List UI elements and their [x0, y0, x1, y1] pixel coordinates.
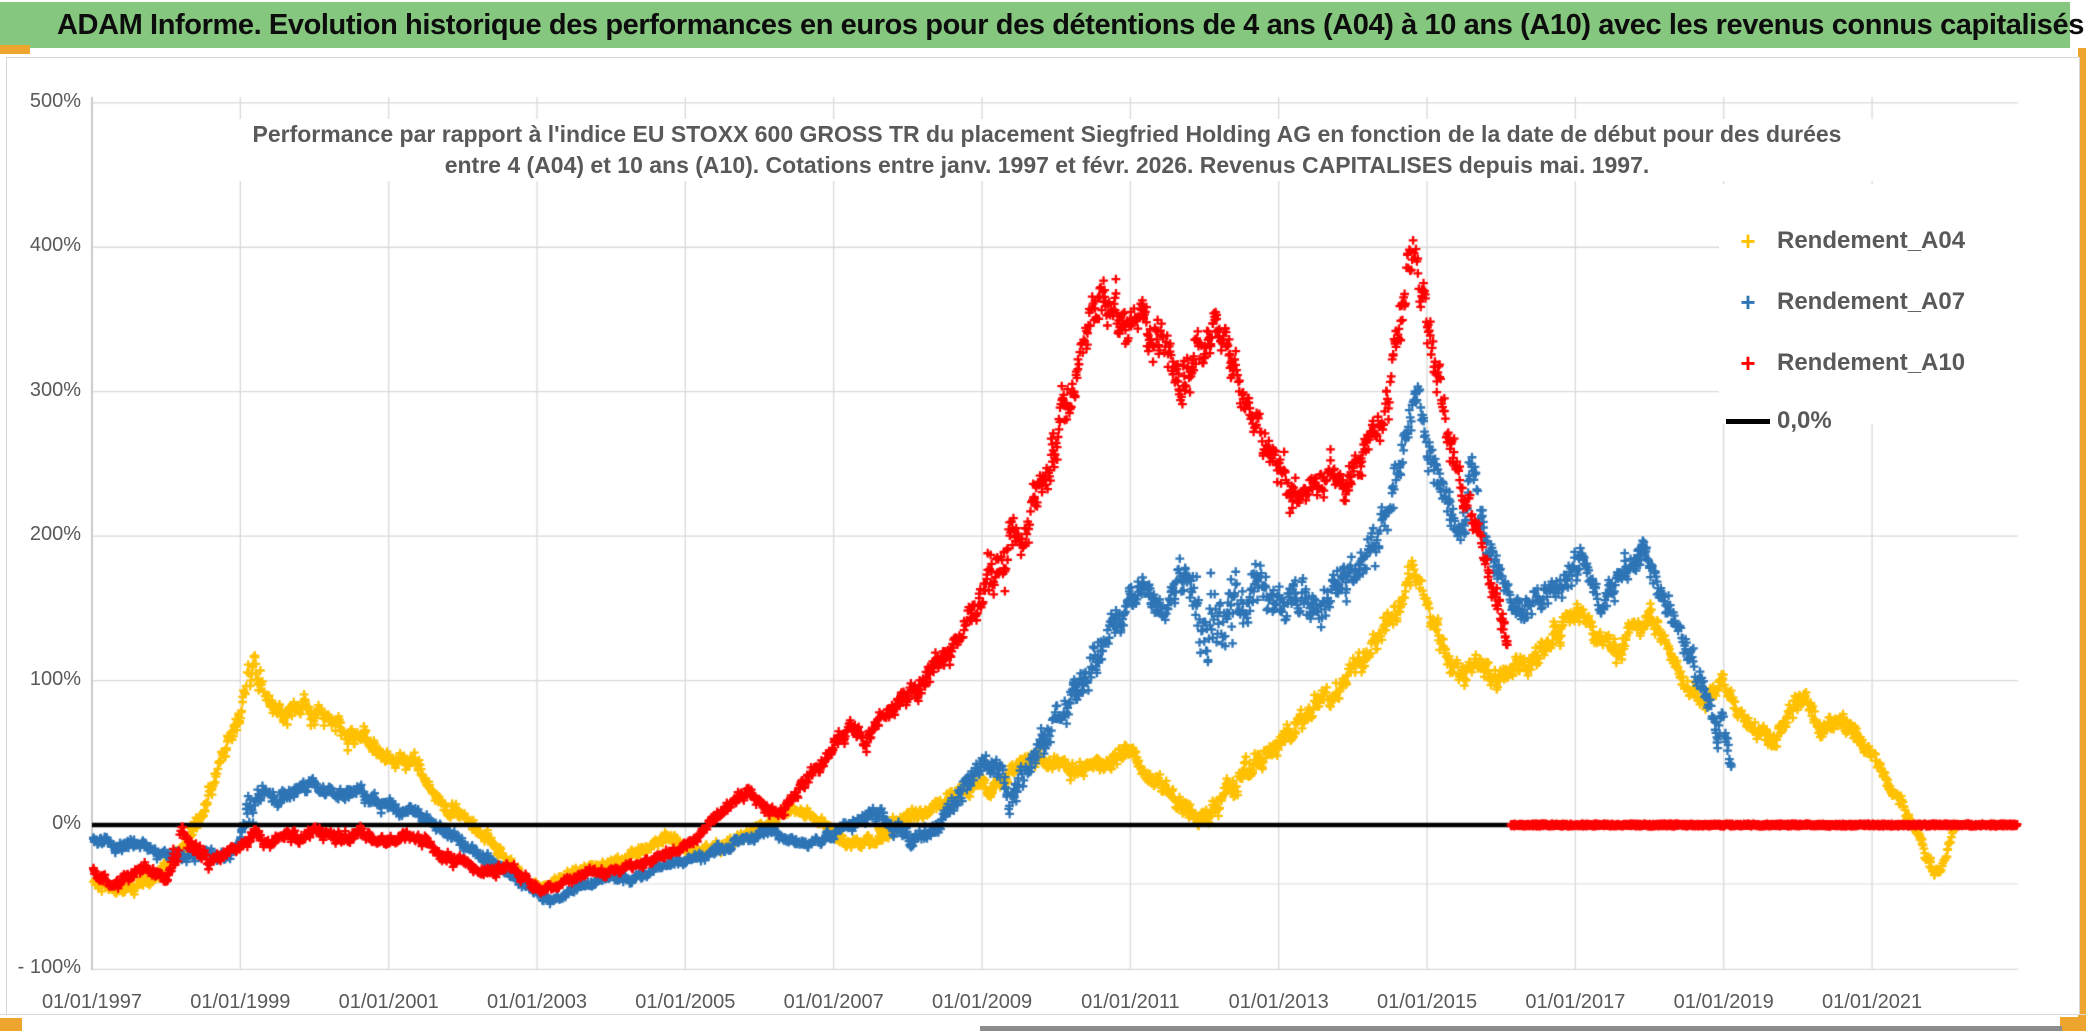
legend-label: 0,0% — [1777, 407, 1832, 434]
legend-line-marker-icon — [1726, 418, 1770, 424]
legend-plus-marker-icon: + — [1740, 226, 1756, 256]
x-axis-tick-label: 01/01/1999 — [190, 991, 291, 1013]
chart-title-line2: entre 4 (A04) et 10 ans (A10). Cotations… — [444, 152, 1650, 178]
legend-plus-marker-icon: + — [1740, 348, 1756, 378]
legend-plus-marker-icon: + — [1740, 287, 1756, 317]
selection-accent-bottom-right — [2060, 1017, 2086, 1031]
chart-object[interactable]: Performance par rapport à l'indice EU ST… — [6, 57, 2080, 1015]
x-axis-tick-label: 01/01/2017 — [1525, 991, 1626, 1013]
selection-accent-right — [2078, 48, 2086, 1031]
legend-item-rendement-a04[interactable]: + Rendement_A04 — [1719, 221, 2018, 261]
banner-title: ADAM Informe. Evolution historique des p… — [57, 9, 2084, 41]
y-axis-tick-label: 400% — [29, 234, 81, 257]
banner: ADAM Informe. Evolution historique des p… — [0, 2, 2084, 48]
legend-item-rendement-a07[interactable]: + Rendement_A07 — [1719, 282, 2018, 322]
y-axis-tick-label: 0% — [52, 812, 81, 834]
y-axis-tick-label: 500% — [29, 89, 81, 112]
legend-item-rendement-a10[interactable]: + Rendement_A10 — [1719, 343, 2018, 383]
y-axis-tick-label: 100% — [29, 667, 81, 690]
x-axis-tick-label: 01/01/2003 — [486, 991, 588, 1013]
x-axis-tick-label: 01/01/2013 — [1228, 991, 1329, 1013]
legend-label: Rendement_A10 — [1777, 349, 1966, 376]
x-axis-tick-label: 01/01/2015 — [1376, 991, 1478, 1013]
selection-accent-top-left — [0, 45, 30, 54]
y-axis-tick-label: - 100% — [17, 956, 81, 979]
window-bottom-bar — [980, 1026, 2062, 1031]
x-axis-tick-label: 01/01/2019 — [1673, 991, 1774, 1013]
legend[interactable]: + Rendement_A04 + Rendement_A07 + Rendement_A… — [1719, 184, 2018, 434]
legend-item-0-0-[interactable]: 0,0% — [1719, 401, 2018, 441]
chart-title: Performance par rapport à l'indice EU ST… — [171, 119, 1923, 181]
x-axis-tick-label: 01/01/1997 — [41, 991, 143, 1013]
legend-label: Rendement_A04 — [1777, 227, 1966, 254]
legend-label: Rendement_A07 — [1777, 288, 1966, 315]
x-axis-tick-label: 01/01/2005 — [635, 991, 736, 1013]
selection-accent-bottom-left — [0, 1018, 22, 1031]
y-axis-tick-label: 200% — [29, 523, 81, 546]
x-axis-tick-label: 01/01/2001 — [338, 991, 439, 1013]
x-axis-tick-label: 01/01/2021 — [1822, 991, 1923, 1013]
chart-title-line1: Performance par rapport à l'indice EU ST… — [252, 121, 1842, 147]
sheet-bottom-divider — [0, 1014, 2086, 1015]
x-axis-tick-label: 01/01/2011 — [1081, 991, 1180, 1013]
x-axis-tick-label: 01/01/2009 — [931, 991, 1033, 1013]
x-axis-tick-label: 01/01/2007 — [783, 991, 884, 1013]
y-axis-tick-label: 300% — [29, 378, 81, 401]
